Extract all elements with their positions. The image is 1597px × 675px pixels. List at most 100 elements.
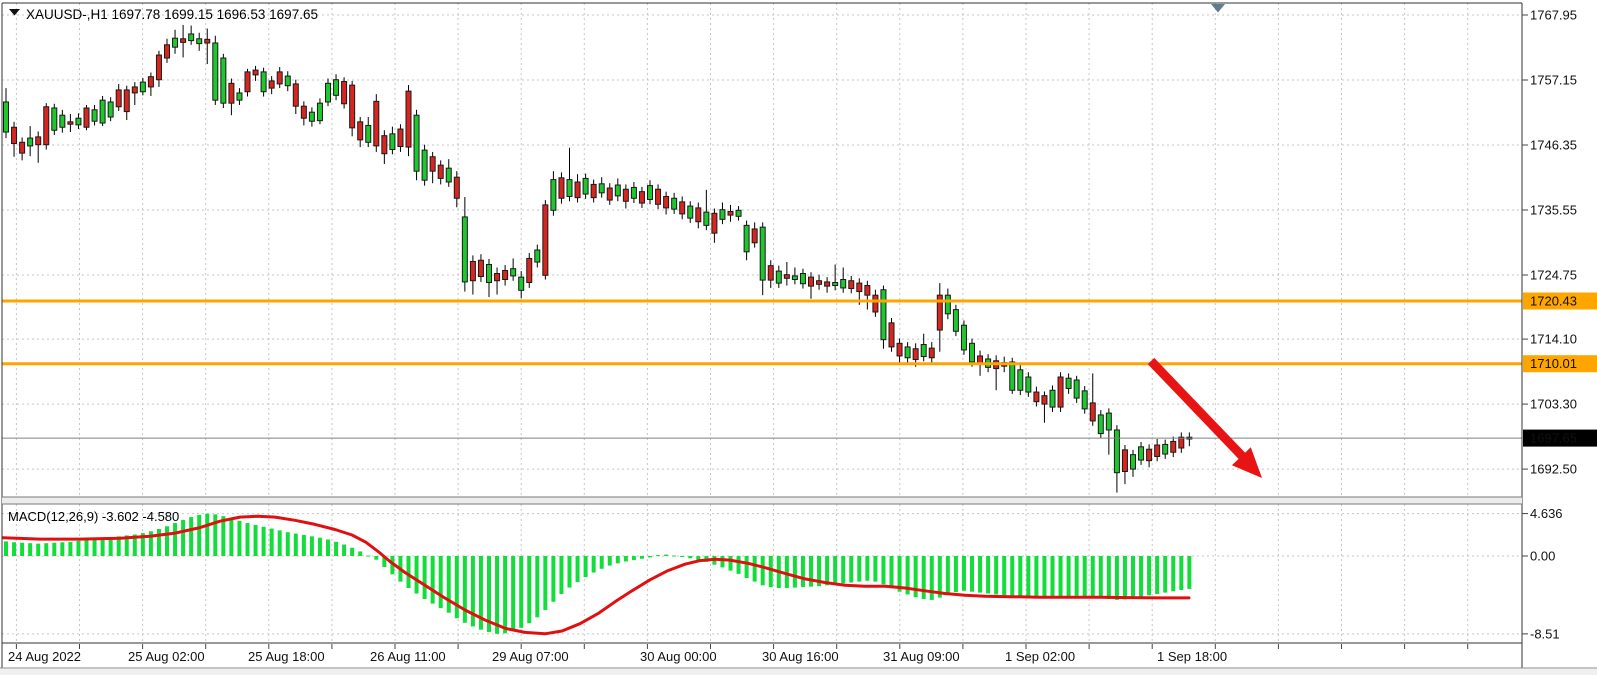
- macd-histogram-bar: [1058, 556, 1063, 598]
- candle-body: [1065, 377, 1072, 389]
- candle-body: [1121, 449, 1128, 473]
- candle-body: [880, 289, 887, 341]
- macd-histogram-bar: [760, 556, 765, 586]
- macd-histogram-bar: [873, 556, 878, 582]
- time-axis-label: 25 Aug 02:00: [128, 649, 205, 664]
- candle-body: [590, 183, 597, 199]
- candle-body: [679, 201, 686, 215]
- candle-body: [1105, 412, 1112, 431]
- trend-arrow-shaft[interactable]: [1147, 357, 1247, 461]
- axes[interactable]: 1767.95 1757.15 1746.35 1735.55 1724.75 1714.…: [8, 8, 1597, 665]
- macd-histogram-bar: [140, 533, 145, 556]
- candle-body: [11, 126, 18, 144]
- candle-body: [872, 294, 879, 313]
- price-axis-label: 1735.55: [1530, 202, 1577, 217]
- macd-histogram-bar: [664, 554, 669, 556]
- macd-histogram-bar: [527, 556, 532, 624]
- macd-histogram-bar: [1106, 556, 1111, 600]
- price-axis-label: 1767.95: [1530, 8, 1577, 23]
- current-price-box: [1523, 429, 1597, 447]
- macd-histogram-bar: [905, 556, 910, 595]
- candle-body: [864, 285, 871, 296]
- macd-histogram-bar: [559, 556, 564, 594]
- macd-histogram-bar: [438, 556, 443, 609]
- macd-histogram-bar: [124, 535, 129, 556]
- candle-body: [622, 188, 629, 202]
- macd-histogram-bar: [978, 556, 983, 593]
- candle-body: [373, 100, 380, 147]
- macd-histogram-bar: [1187, 556, 1192, 589]
- macd-histogram-bar: [1163, 556, 1168, 593]
- symbol-dropdown-icon[interactable]: [9, 9, 20, 16]
- macd-histogram-bar: [92, 539, 97, 556]
- macd-histogram-bar: [511, 556, 516, 632]
- candle-body: [655, 188, 662, 205]
- time-axis-label: 1 Sep 02:00: [1005, 649, 1075, 664]
- macd-histogram-bar: [817, 556, 822, 587]
- candle-body: [888, 322, 895, 348]
- candle-body: [252, 69, 259, 76]
- macd-histogram-bar: [841, 556, 846, 584]
- candle-body: [510, 268, 517, 277]
- candle-body: [27, 137, 34, 147]
- macd-histogram-bar: [213, 514, 218, 556]
- macd-histogram-bar: [1098, 556, 1103, 599]
- macd-histogram-bar: [189, 517, 194, 556]
- macd-histogram-bar: [599, 556, 604, 569]
- macd-histogram-bar: [913, 556, 918, 598]
- macd-histogram-bar: [1010, 556, 1015, 597]
- candle-body: [389, 133, 396, 151]
- macd-histogram-bar: [478, 556, 483, 630]
- chart-shift-marker-icon[interactable]: [1211, 4, 1225, 13]
- candle-body: [606, 187, 613, 201]
- macd-histogram-bar: [994, 556, 999, 595]
- macd-histogram-bar: [406, 556, 411, 589]
- candle-body: [1113, 429, 1120, 474]
- macd-panel: [1, 513, 1192, 636]
- candle-body: [477, 259, 484, 278]
- macd-histogram-bar: [583, 556, 588, 578]
- macd-histogram-bar: [535, 556, 540, 618]
- macd-histogram-bar: [495, 556, 500, 634]
- time-axis-label: 26 Aug 11:00: [370, 649, 446, 664]
- macd-histogram-bar: [28, 543, 33, 556]
- macd-histogram-bar: [116, 536, 121, 556]
- hline-price-label: 1710.01: [1530, 356, 1577, 371]
- macd-histogram-bar: [849, 556, 854, 583]
- candle-body: [276, 71, 283, 85]
- macd-histogram-bar: [688, 556, 693, 559]
- candle-body: [300, 105, 307, 119]
- macd-histogram-bar: [277, 530, 282, 556]
- macd-histogram-bar: [575, 556, 580, 583]
- candle-body: [711, 212, 718, 234]
- macd-histogram-bar: [293, 533, 298, 556]
- candle-body: [1089, 402, 1096, 422]
- macd-histogram-bar: [1122, 556, 1127, 600]
- macd-indicator-label: MACD(12,26,9) -3.602 -4.580: [8, 509, 179, 524]
- macd-histogram-bar: [52, 542, 57, 556]
- trend-arrow-head[interactable]: [1231, 447, 1262, 478]
- candle-body: [445, 167, 452, 183]
- panel-divider[interactable]: [2, 497, 1522, 504]
- annotations[interactable]: [2, 299, 1522, 478]
- time-axis-label: 25 Aug 18:00: [248, 649, 325, 664]
- macd-histogram-bar: [1074, 556, 1079, 596]
- macd-histogram-bar: [656, 555, 661, 557]
- candle-body: [856, 282, 863, 293]
- candle-body: [51, 107, 58, 131]
- candle-body: [228, 82, 235, 104]
- candle-body: [123, 89, 130, 113]
- macd-histogram-bar: [100, 538, 105, 556]
- candle-body: [3, 101, 9, 133]
- macd-histogram-bar: [503, 556, 508, 634]
- macd-histogram-bar: [334, 541, 339, 556]
- macd-histogram-bar: [736, 556, 741, 574]
- macd-histogram-bar: [696, 556, 701, 561]
- candle-body: [518, 276, 525, 291]
- candle-body: [316, 102, 323, 122]
- macd-histogram-bar: [1139, 556, 1144, 597]
- macd-axis-label: -8.51: [1530, 626, 1560, 641]
- candle-body: [268, 80, 275, 89]
- macd-histogram-bar: [245, 523, 250, 556]
